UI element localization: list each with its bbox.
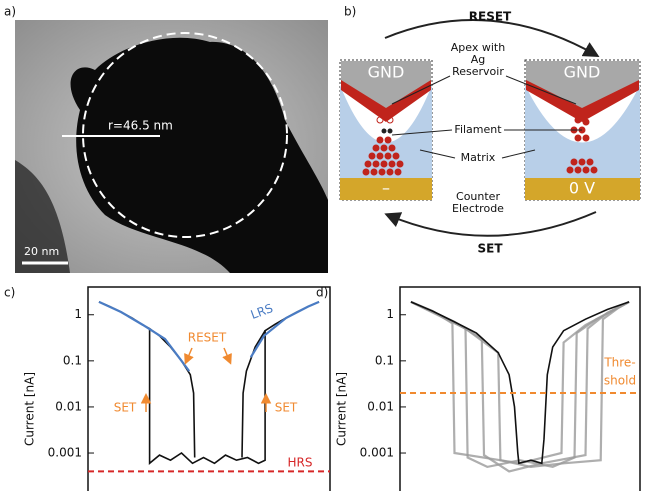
y-tick-label: 0.01 (367, 399, 394, 413)
counter-label: Electrode (452, 202, 504, 215)
set-label: SET (477, 242, 503, 256)
shadow (15, 160, 70, 273)
line-label: shold (604, 374, 636, 388)
curve (98, 300, 320, 372)
reset-label: RESET (469, 10, 512, 24)
radius-label: r=46.5 nm (108, 119, 173, 133)
filament-label: Filament (454, 123, 502, 136)
annotation: SET (275, 401, 298, 415)
y-tick-label: 0.1 (63, 353, 82, 367)
curve (149, 327, 266, 458)
panel-label: d) (316, 286, 328, 300)
annotation: RESET (188, 331, 227, 345)
y-tick-label: 1 (386, 307, 394, 321)
y-tick-label: 0.001 (360, 446, 394, 460)
y-tick-label: 0.01 (55, 399, 82, 413)
y-tick-label: 1 (74, 307, 82, 321)
y-axis-label: Current [nA] (23, 372, 37, 446)
reset-arrow (384, 19, 600, 57)
annotation-arrow (222, 347, 232, 365)
panel-label: c) (4, 286, 15, 300)
annotation-arrow (184, 347, 194, 365)
curve (410, 300, 630, 473)
plot-frame (399, 286, 641, 491)
bias-label: 0 V (569, 179, 595, 198)
fit-circle (82, 32, 288, 238)
apex-label: Apex with (451, 41, 505, 54)
electrode-label: GND (368, 63, 405, 82)
curve (410, 300, 630, 469)
matrix-label: Matrix (461, 151, 496, 164)
particle (70, 37, 329, 274)
panel-label: a) (4, 5, 16, 19)
leaders (391, 75, 582, 159)
line-label: HRS (288, 456, 313, 470)
left-cell (339, 59, 433, 201)
counter-label: Counter (456, 190, 500, 203)
y-tick-label: 0.001 (48, 446, 82, 460)
line-label: Thre- (603, 356, 635, 370)
panel-label: b) (344, 5, 356, 19)
y-axis-label: Current [nA] (335, 372, 349, 446)
annotation: LRS (249, 301, 275, 322)
set-arrow (384, 211, 597, 237)
curve (410, 300, 630, 469)
apex-label: Ag (471, 53, 486, 66)
scale-label: 20 nm (24, 245, 59, 258)
y-tick-label: 0.1 (375, 353, 394, 367)
curve (410, 301, 630, 465)
apex-label: Reservoir (452, 65, 504, 78)
curve (410, 300, 630, 465)
bias-label: – (382, 179, 390, 198)
annotation: SET (114, 401, 137, 415)
electrode-label: GND (564, 63, 601, 82)
curve (98, 301, 320, 466)
plot-frame (87, 286, 331, 491)
